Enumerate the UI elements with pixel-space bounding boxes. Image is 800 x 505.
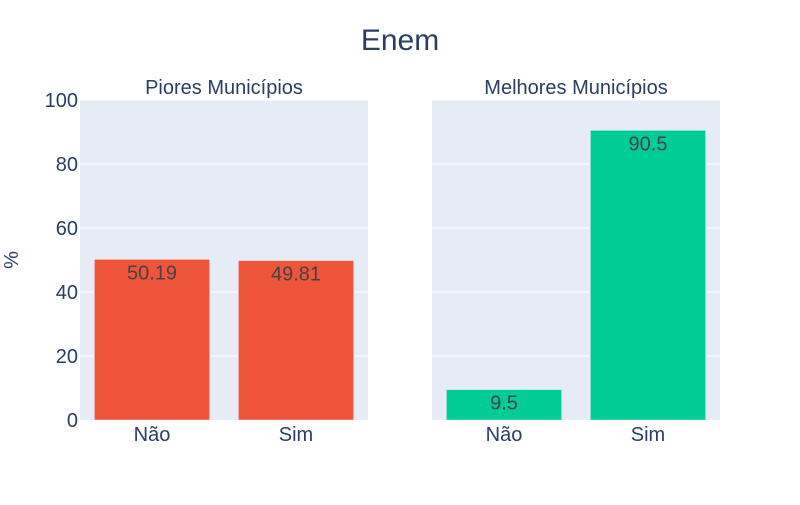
y-tick-label: 100 [45, 90, 78, 112]
y-tick-label: 80 [56, 154, 78, 176]
y-tick-label: 0 [67, 410, 78, 432]
subplot-2: Melhores Municípios 9.5 Não 90.5 Sim [432, 77, 720, 446]
bar-sim [238, 260, 354, 421]
subplot-1: 0 20 40 60 80 100 Piores Municípios 50.19 Não 49.… [45, 77, 368, 446]
x-tick-label: Não [486, 424, 523, 446]
bar-sim [590, 130, 706, 421]
y-axis-label: % [1, 251, 23, 269]
subplot-title: Piores Municípios [145, 77, 303, 99]
y-tick-label: 20 [56, 346, 78, 368]
x-tick-label: Sim [279, 424, 313, 446]
x-tick-label: Sim [631, 424, 665, 446]
subplot-title: Melhores Municípios [484, 77, 667, 99]
bar-não [446, 389, 562, 421]
bar-não [94, 259, 210, 421]
y-tick-label: 40 [56, 282, 78, 304]
y-tick-label: 60 [56, 218, 78, 240]
bar-value-label: 90.5 [629, 133, 668, 155]
subplot-panels: 0 20 40 60 80 100 Piores Municípios 50.19 Não 49.… [45, 77, 720, 446]
chart-title: Enem [361, 24, 439, 57]
bar-value-label: 49.81 [271, 264, 321, 286]
bar-value-label: 50.19 [127, 262, 177, 284]
bar-value-label: 9.5 [490, 393, 518, 415]
x-tick-label: Não [134, 424, 171, 446]
